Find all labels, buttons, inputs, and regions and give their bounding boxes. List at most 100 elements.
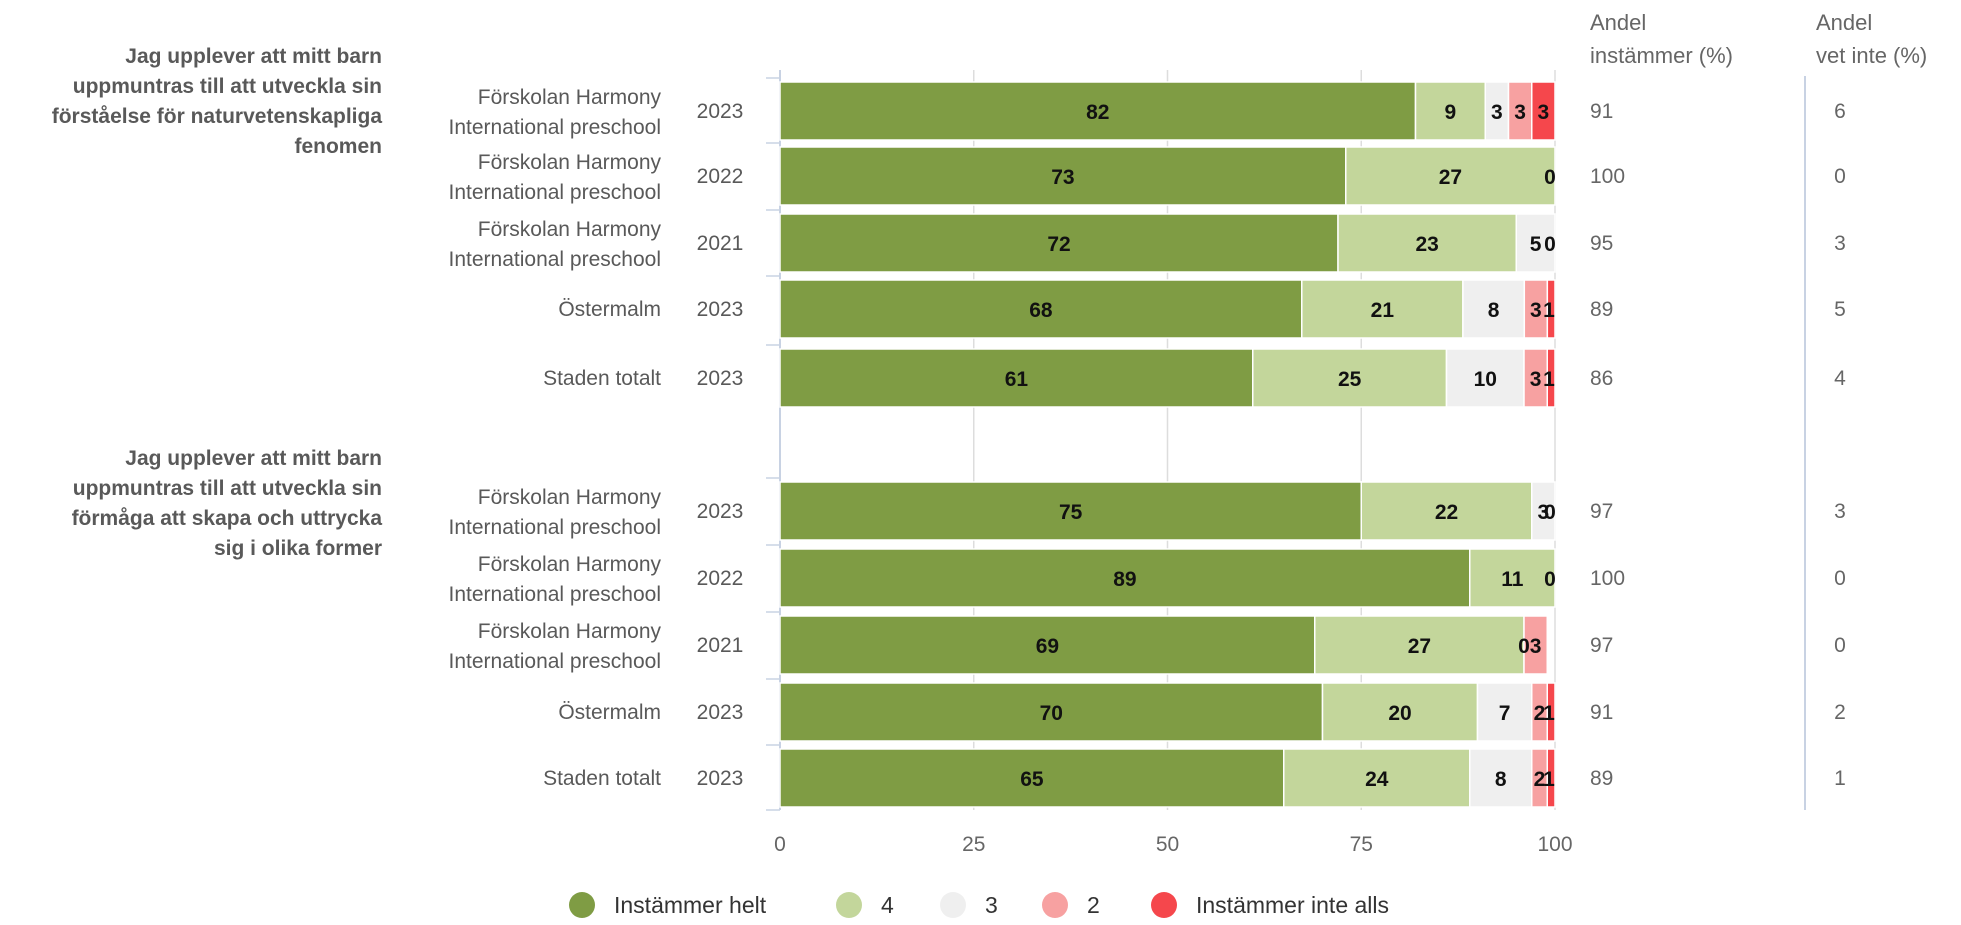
bar-segment-1[interactable]	[1301, 279, 1464, 339]
bar-segment-4[interactable]	[1531, 81, 1556, 141]
legend-label: 4	[881, 892, 894, 918]
bar-segment-4[interactable]	[1546, 279, 1556, 339]
bar-segment-1[interactable]	[1321, 682, 1479, 742]
bar-segment-2[interactable]	[1445, 348, 1525, 408]
bar-segment-0[interactable]	[779, 682, 1324, 742]
bar-segment-0[interactable]	[779, 548, 1471, 608]
bar-value-label: 3	[1538, 501, 1550, 524]
bar-value-label: 1	[1543, 702, 1555, 725]
x-tick-label: 25	[962, 833, 985, 856]
bar-value-label: 8	[1488, 299, 1500, 322]
bar-value-label: 0	[1544, 501, 1556, 524]
legend-item-3[interactable]: 2	[1042, 892, 1100, 918]
row-year-label: 2022	[697, 165, 744, 188]
bar-segment-4[interactable]	[1546, 748, 1556, 808]
bar-value-label: 24	[1365, 768, 1389, 791]
andel-vet-inte-value: 2	[1834, 701, 1846, 724]
bar-segment-2[interactable]	[1531, 481, 1556, 541]
bar-segment-2[interactable]	[1462, 279, 1526, 339]
bar-segment-4[interactable]	[1546, 682, 1556, 742]
legend-label: 2	[1087, 892, 1100, 918]
bar-value-label: 0	[1544, 166, 1556, 189]
andel-instammer-value: 91	[1590, 100, 1613, 123]
bar-value-label: 65	[1020, 768, 1044, 791]
bar-segment-2[interactable]	[1476, 682, 1533, 742]
bar-segment-1[interactable]	[1337, 213, 1517, 273]
bar-segment-3[interactable]	[1523, 615, 1548, 675]
row-unit-label: Förskolan Harmony International preschool	[449, 553, 662, 606]
bar-segment-0[interactable]	[779, 81, 1417, 141]
bar-segment-0[interactable]	[779, 213, 1339, 273]
andel-instammer-value: 100	[1590, 165, 1625, 188]
bar-segment-0[interactable]	[779, 748, 1285, 808]
bar-value-label: 72	[1047, 233, 1070, 256]
bar-value-label: 3	[1538, 101, 1550, 124]
bar-value-label: 0	[1518, 635, 1530, 658]
bar-value-label: 21	[1371, 299, 1395, 322]
andel-instammer-value: 100	[1590, 567, 1625, 590]
bar-value-label: 27	[1439, 166, 1462, 189]
andel-vet-inte-value: 5	[1834, 298, 1846, 321]
bar-value-label: 9	[1445, 101, 1457, 124]
legend-item-0[interactable]: Instämmer helt	[569, 892, 767, 918]
legend-swatch	[1151, 892, 1177, 918]
legend-label: Instämmer helt	[614, 892, 767, 918]
bar-segment-0[interactable]	[779, 481, 1362, 541]
row-unit-label: Förskolan Harmony International preschool	[449, 151, 662, 204]
row-unit-label: Östermalm	[558, 298, 661, 321]
bar-segment-2[interactable]	[1515, 213, 1556, 273]
bar-value-label: 10	[1474, 368, 1497, 391]
column-header-andel-instammer: Andel instämmer (%)	[1590, 10, 1733, 68]
andel-vet-inte-value: 0	[1834, 567, 1846, 590]
bar-segment-4[interactable]	[1546, 348, 1556, 408]
row-unit-label: Förskolan Harmony International preschool	[449, 86, 662, 139]
bar-value-label: 3	[1530, 368, 1542, 391]
row-year-label: 2022	[697, 567, 744, 590]
row-unit-label: Förskolan Harmony International preschool	[449, 218, 662, 271]
andel-instammer-value: 95	[1590, 232, 1613, 255]
bar-segment-1[interactable]	[1414, 81, 1486, 141]
row-year-label: 2023	[697, 298, 744, 321]
x-tick-label: 50	[1156, 833, 1179, 856]
row-year-label: 2021	[697, 232, 744, 255]
bar-segment-1[interactable]	[1469, 548, 1556, 608]
andel-instammer-value: 91	[1590, 701, 1613, 724]
legend-item-4[interactable]: Instämmer inte alls	[1151, 892, 1389, 918]
summary-columns: Andel instämmer (%) Andel vet inte (%) 91 6 10…	[1590, 10, 1927, 810]
bar-segment-0[interactable]	[779, 615, 1316, 675]
andel-instammer-value: 89	[1590, 767, 1613, 790]
andel-vet-inte-value: 6	[1834, 100, 1846, 123]
bar-value-label: 1	[1543, 768, 1555, 791]
andel-instammer-value: 86	[1590, 367, 1613, 390]
bar-segment-1[interactable]	[1283, 748, 1471, 808]
bar-segment-1[interactable]	[1360, 481, 1533, 541]
legend-swatch	[940, 892, 966, 918]
bar-value-label: 23	[1415, 233, 1438, 256]
bar-value-label: 3	[1530, 299, 1542, 322]
bar-value-label: 20	[1388, 702, 1411, 725]
bar-value-label: 2	[1534, 768, 1546, 791]
bar-value-label: 11	[1501, 568, 1524, 591]
legend-item-2[interactable]: 3	[940, 892, 998, 918]
x-tick-label: 0	[774, 833, 786, 856]
legend-item-1[interactable]: 4	[836, 892, 894, 918]
question-text: Jag upplever att mitt barn uppmuntras til…	[72, 447, 383, 560]
row-year-label: 2023	[697, 367, 744, 390]
andel-instammer-value: 89	[1590, 298, 1613, 321]
bar-segment-1[interactable]	[1345, 146, 1556, 206]
column-header-andel-vet-inte: Andel vet inte (%)	[1816, 10, 1927, 68]
row-unit-label: Förskolan Harmony International preschool	[449, 486, 662, 539]
bar-segment-1[interactable]	[1252, 348, 1448, 408]
legend[interactable]: Instämmer helt 4 3 2 Instämmer inte alls	[569, 892, 1389, 918]
bar-value-label: 1	[1543, 368, 1555, 391]
row-unit-label: Östermalm	[558, 701, 661, 724]
bar-value-label: 69	[1036, 635, 1059, 658]
bar-segments: 82 9 3 3 373 27 072 23 5 068 21 8 3 161 25 10 3 175 22 3089…	[779, 81, 1556, 808]
bar-value-label: 0	[1544, 568, 1556, 591]
bar-segment-0[interactable]	[779, 279, 1303, 339]
legend-swatch	[1042, 892, 1068, 918]
andel-vet-inte-value: 3	[1834, 232, 1846, 255]
legend-label: Instämmer inte alls	[1196, 892, 1389, 918]
bar-segment-0[interactable]	[779, 146, 1347, 206]
